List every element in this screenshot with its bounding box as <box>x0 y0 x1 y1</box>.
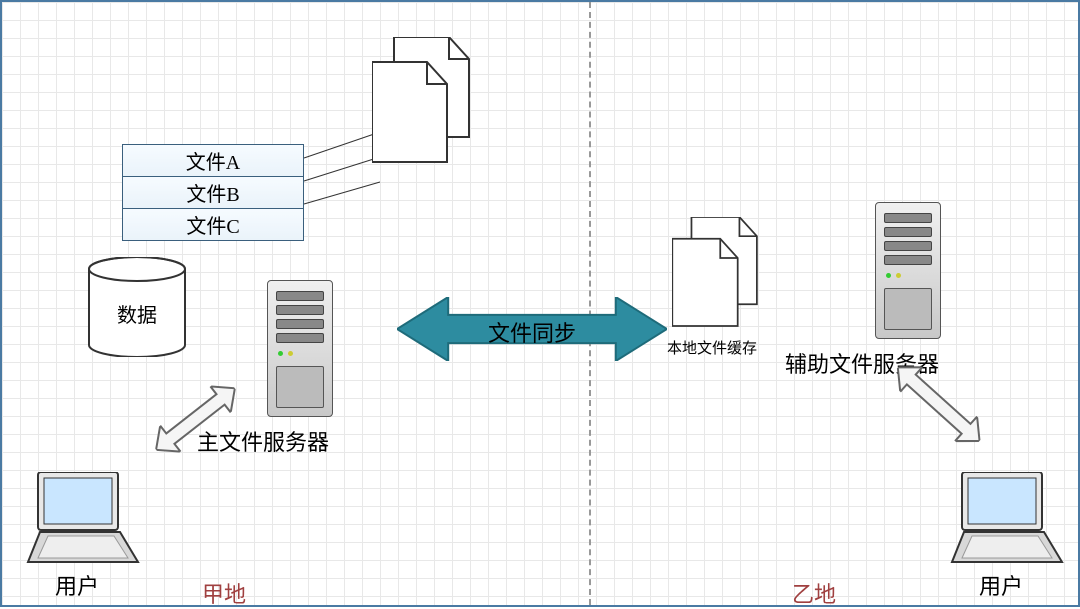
aux-server-icon <box>875 202 941 339</box>
database-icon: 数据 <box>87 257 187 357</box>
location-right-label: 乙地 <box>792 577 836 609</box>
file-table: 文件A 文件B 文件C <box>122 144 304 241</box>
cache-documents-icon <box>672 217 769 340</box>
main-server-icon <box>267 280 333 417</box>
database-label: 数据 <box>87 299 187 328</box>
main-server-label: 主文件服务器 <box>197 425 329 457</box>
location-left-label: 甲地 <box>202 577 246 609</box>
sync-arrow-label: 文件同步 <box>488 316 576 348</box>
user-laptop-icon <box>20 472 145 572</box>
cache-label: 本地文件缓存 <box>667 337 757 358</box>
user-left-label: 用户 <box>55 569 99 601</box>
file-row: 文件C <box>123 209 303 240</box>
user-right-label: 用户 <box>979 569 1023 601</box>
diagram-canvas: 文件A 文件B 文件C 本地文件缓存 <box>0 0 1080 607</box>
file-row: 文件B <box>123 177 303 209</box>
user-laptop-icon <box>944 472 1069 572</box>
file-row: 文件A <box>123 145 303 177</box>
documents-icon <box>372 37 482 177</box>
